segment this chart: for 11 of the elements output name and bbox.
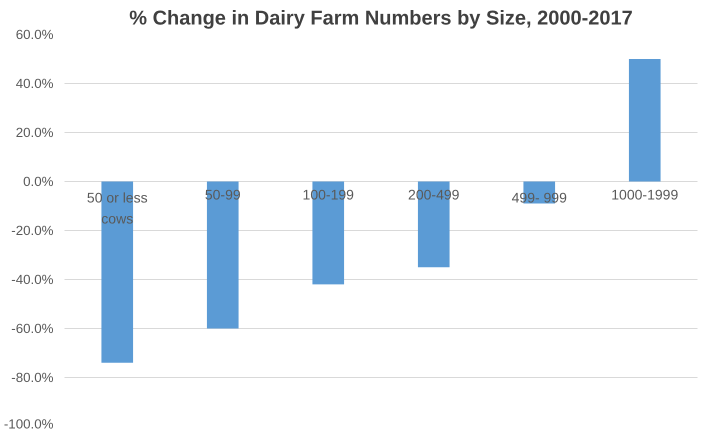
y-tick-label: 40.0% (16, 76, 54, 91)
chart-title: % Change in Dairy Farm Numbers by Size, 2000-2017 (129, 8, 633, 30)
y-tick-label: 0.0% (23, 174, 54, 189)
x-tick-label: 1000-1999 (611, 186, 678, 202)
y-tick-label: -100.0% (4, 416, 54, 431)
y-tick-label: 20.0% (16, 125, 54, 140)
y-tick-label: -40.0% (11, 272, 54, 287)
y-tick-label: -20.0% (11, 223, 54, 238)
y-tick-label: -60.0% (11, 321, 54, 336)
y-tick-label: -80.0% (11, 370, 54, 385)
y-tick-label: 60.0% (16, 27, 54, 42)
